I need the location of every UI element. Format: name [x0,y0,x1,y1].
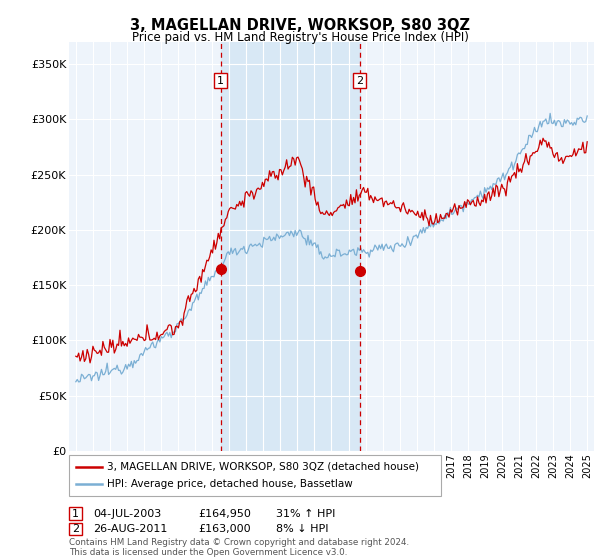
Text: 31% ↑ HPI: 31% ↑ HPI [276,508,335,519]
Text: Contains HM Land Registry data © Crown copyright and database right 2024.
This d: Contains HM Land Registry data © Crown c… [69,538,409,557]
Text: 8% ↓ HPI: 8% ↓ HPI [276,524,329,534]
Text: 04-JUL-2003: 04-JUL-2003 [93,508,161,519]
Text: £164,950: £164,950 [198,508,251,519]
Text: £163,000: £163,000 [198,524,251,534]
Text: 26-AUG-2011: 26-AUG-2011 [93,524,167,534]
Text: 1: 1 [217,76,224,86]
Text: 2: 2 [356,76,363,86]
Text: HPI: Average price, detached house, Bassetlaw: HPI: Average price, detached house, Bass… [107,479,353,489]
Text: 2: 2 [72,524,79,534]
Text: 1: 1 [72,508,79,519]
Text: Price paid vs. HM Land Registry's House Price Index (HPI): Price paid vs. HM Land Registry's House … [131,31,469,44]
Text: 3, MAGELLAN DRIVE, WORKSOP, S80 3QZ (detached house): 3, MAGELLAN DRIVE, WORKSOP, S80 3QZ (det… [107,461,419,472]
Bar [221,42,359,451]
Text: 3, MAGELLAN DRIVE, WORKSOP, S80 3QZ: 3, MAGELLAN DRIVE, WORKSOP, S80 3QZ [130,18,470,33]
